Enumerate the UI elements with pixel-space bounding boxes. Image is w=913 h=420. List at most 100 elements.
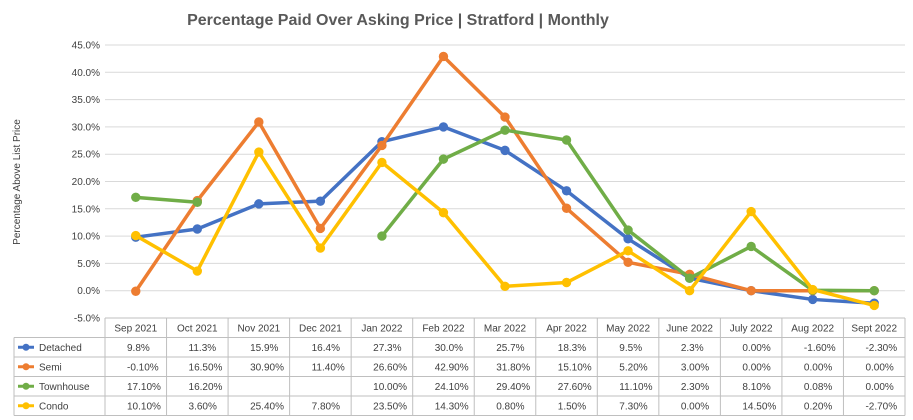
category-label: June 2022 (666, 324, 713, 335)
data-label: 25.40% (250, 401, 284, 412)
data-label: 5.20% (619, 362, 647, 373)
data-label: 14.50% (742, 401, 776, 412)
data-label: 17.10% (127, 382, 161, 393)
data-point (315, 196, 326, 206)
data-label: 23.50% (373, 401, 407, 412)
data-point (623, 225, 633, 235)
data-label: 14.30% (435, 401, 469, 412)
data-point (192, 266, 203, 276)
data-point (807, 284, 818, 295)
data-label: 0.00% (865, 382, 893, 393)
data-point (500, 281, 510, 292)
y-axis-label: Percentage Above List Price (12, 119, 23, 245)
category-label: July 2022 (730, 324, 773, 335)
legend-key-marker (22, 402, 30, 410)
data-point (315, 223, 326, 234)
category-label: May 2022 (606, 324, 650, 335)
data-table: Detached 9.8% 11.3% 15.9% 16.4% 27.3% 30.0% 25.… (18, 343, 897, 412)
data-label: 0.80% (496, 401, 524, 412)
category-label: Nov 2021 (237, 324, 280, 335)
data-label: 9.5% (619, 343, 642, 354)
data-label: 11.3% (189, 343, 217, 354)
data-label: 0.00% (742, 362, 770, 373)
category-label: Jan 2022 (361, 324, 403, 335)
data-label: 16.50% (189, 362, 223, 373)
y-tick-label: 35.0% (72, 95, 100, 106)
data-label: 1.50% (558, 401, 586, 412)
series-name: Semi (39, 362, 62, 373)
data-label: 42.90% (435, 362, 469, 373)
y-tick-label: 10.0% (72, 232, 100, 243)
category-labels: Sep 2021 Oct 2021 Nov 2021 Dec 2021 Jan 2022… (114, 324, 897, 335)
category-label: Dec 2021 (299, 324, 342, 335)
category-label: Aug 2022 (791, 324, 834, 335)
data-label: 30.0% (435, 343, 463, 354)
data-label: 0.00% (742, 343, 770, 354)
data-label: 0.20% (804, 401, 832, 412)
data-label: 10.00% (373, 382, 407, 393)
data-point (254, 199, 264, 209)
y-tick-label: 25.0% (72, 150, 100, 161)
data-point (561, 203, 572, 213)
data-point (131, 230, 141, 241)
data-label: 24.10% (435, 382, 469, 393)
data-point (438, 122, 449, 132)
data-label: 25.7% (496, 343, 524, 354)
data-label: 0.00% (804, 362, 832, 373)
data-point (192, 224, 203, 234)
data-label: 27.3% (373, 343, 401, 354)
data-point (254, 117, 264, 127)
data-point (869, 286, 879, 296)
data-label: 15.10% (558, 362, 592, 373)
data-label: 15.9% (250, 343, 278, 354)
series-name: Condo (39, 401, 69, 412)
data-point (500, 145, 510, 156)
data-point (254, 147, 264, 157)
data-point (561, 135, 572, 145)
series-lines (131, 51, 879, 311)
category-label: Apr 2022 (546, 324, 587, 335)
data-point (807, 294, 818, 305)
y-tick-label: -5.0% (74, 314, 100, 325)
category-label: Feb 2022 (422, 324, 465, 335)
category-label: Sep 2021 (114, 324, 157, 335)
data-label: 16.20% (189, 382, 223, 393)
data-point (561, 186, 572, 196)
data-point (746, 286, 756, 296)
data-label: 27.60% (558, 382, 592, 393)
data-point (684, 273, 695, 283)
data-point (315, 243, 326, 253)
y-axis-ticks: -5.0% 0.0% 5.0% 10.0% 15.0% 20.0% 25.0% 30.0% 35… (72, 41, 100, 325)
data-label: 30.90% (250, 362, 284, 373)
series-name: Detached (39, 343, 82, 354)
category-label: Sept 2022 (851, 324, 897, 335)
data-label: 3.60% (189, 401, 217, 412)
data-point (500, 125, 510, 135)
y-tick-label: 45.0% (72, 41, 100, 52)
chart-title: Percentage Paid Over Asking Price | Stra… (187, 12, 609, 29)
y-tick-label: 5.0% (77, 259, 100, 270)
data-point (377, 140, 387, 151)
data-label: 7.30% (619, 401, 647, 412)
data-label: 2.3% (681, 343, 704, 354)
data-label: 3.00% (681, 362, 709, 373)
data-point (561, 277, 572, 288)
legend-key-marker (22, 343, 30, 351)
data-point (684, 286, 695, 296)
data-label: 0.00% (681, 401, 709, 412)
data-point (623, 257, 633, 268)
data-label: -0.10% (127, 362, 159, 373)
y-tick-label: 0.0% (77, 286, 100, 297)
data-label: 0.00% (865, 362, 893, 373)
data-label: -1.60% (804, 343, 836, 354)
y-tick-label: 15.0% (72, 204, 100, 215)
data-point (746, 241, 756, 252)
data-point (192, 197, 203, 207)
data-label: 2.30% (681, 382, 709, 393)
data-point (869, 300, 879, 311)
category-label: Mar 2022 (484, 324, 527, 335)
y-tick-label: 30.0% (72, 122, 100, 133)
data-point (500, 112, 510, 122)
data-label: 18.3% (558, 343, 586, 354)
